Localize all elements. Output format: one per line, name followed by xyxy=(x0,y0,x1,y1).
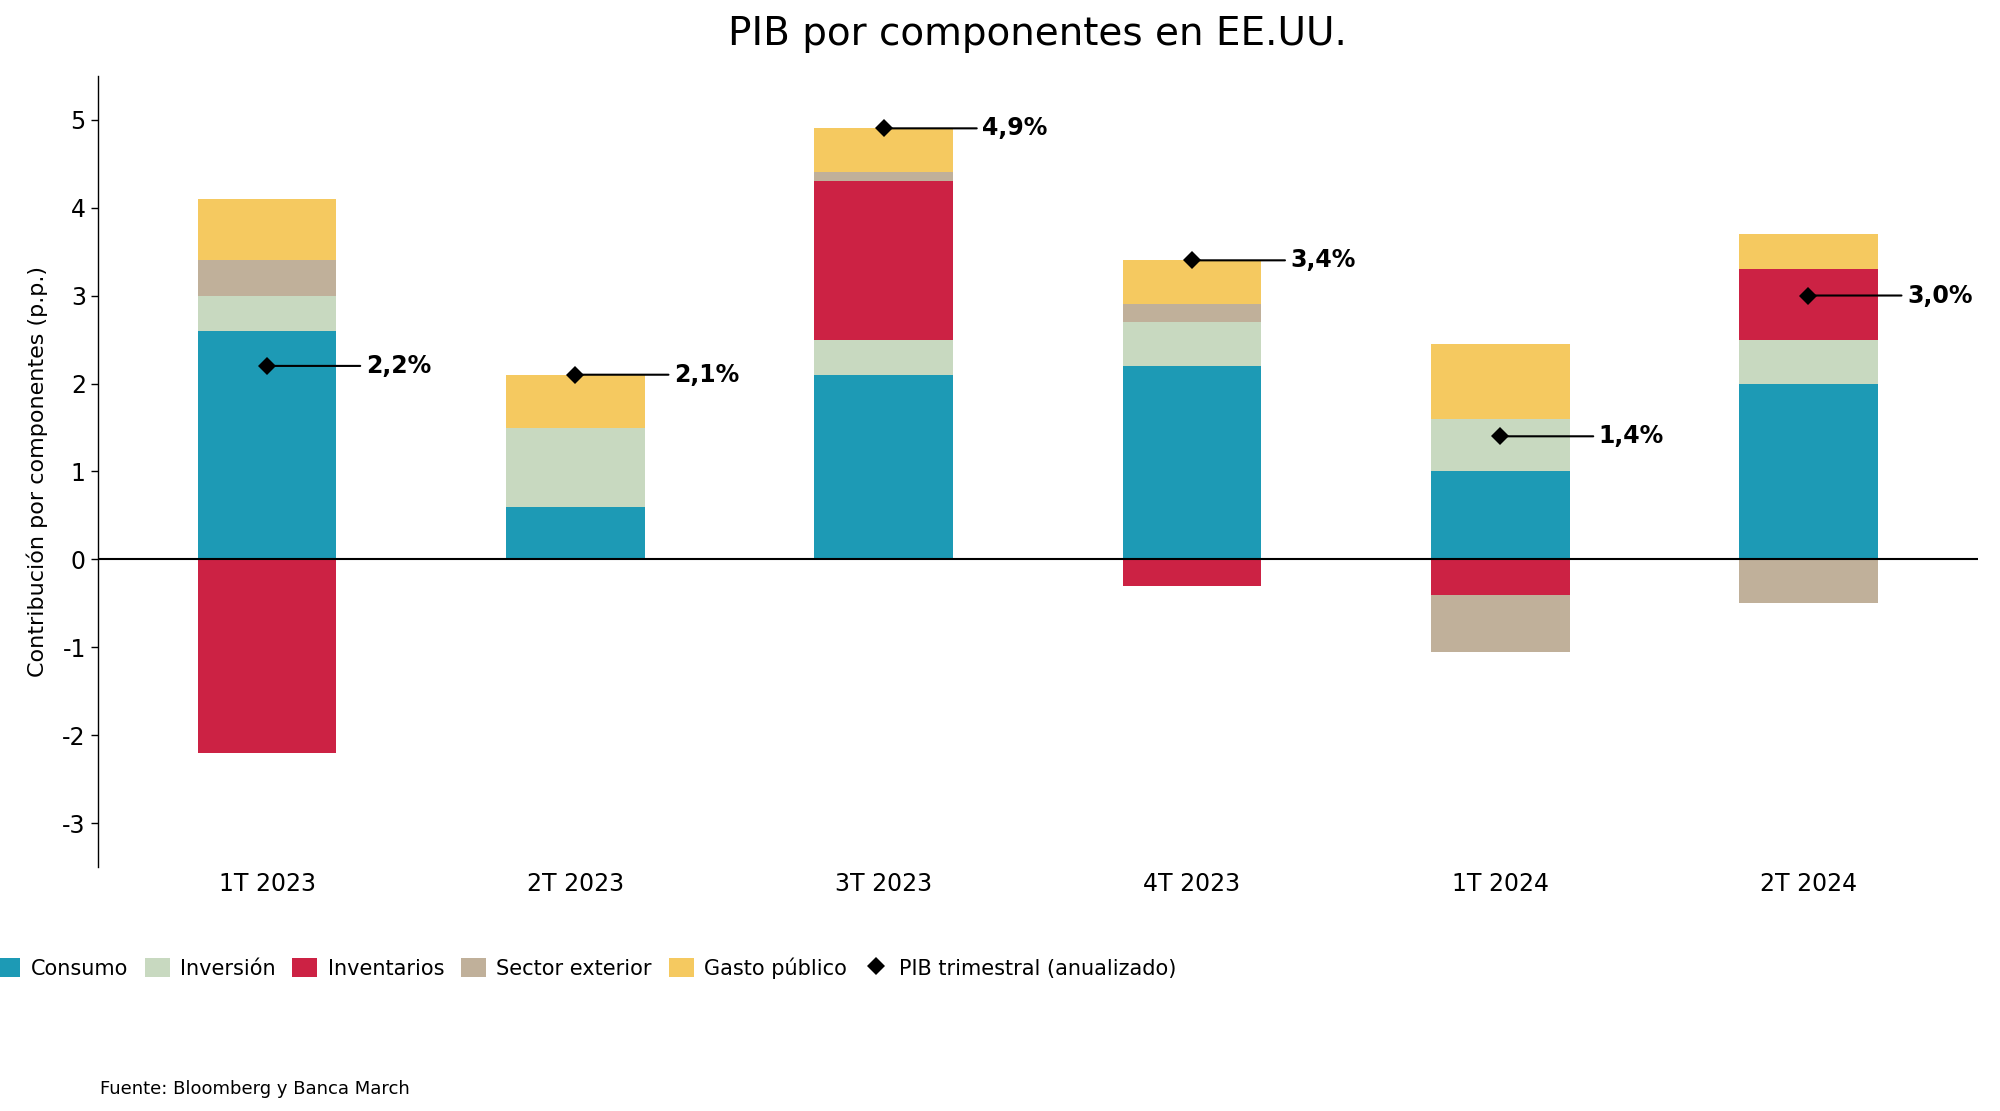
Legend: Consumo, Inversión, Inventarios, Sector exterior, Gasto público, PIB trimestral : Consumo, Inversión, Inventarios, Sector … xyxy=(0,957,1176,979)
Bar xyxy=(1740,340,1878,383)
Bar xyxy=(1430,419,1570,471)
Bar xyxy=(814,340,952,374)
Text: 1,4%: 1,4% xyxy=(1502,424,1664,449)
Text: 2,2%: 2,2% xyxy=(270,354,432,378)
Text: 3,4%: 3,4% xyxy=(1194,249,1356,272)
Bar xyxy=(506,507,644,560)
Bar xyxy=(1740,383,1878,560)
Bar xyxy=(1122,304,1262,322)
Bar xyxy=(1122,366,1262,560)
Bar xyxy=(198,296,336,331)
Bar xyxy=(198,260,336,296)
Text: 4,9%: 4,9% xyxy=(886,117,1048,140)
Bar xyxy=(814,172,952,181)
Y-axis label: Contribución por componentes (p.p.): Contribución por componentes (p.p.) xyxy=(26,266,48,677)
Bar xyxy=(506,374,644,428)
Bar xyxy=(198,560,336,753)
Bar xyxy=(1122,260,1262,304)
Bar xyxy=(198,199,336,260)
Bar xyxy=(1740,269,1878,340)
Bar xyxy=(1430,560,1570,594)
Bar xyxy=(1430,471,1570,560)
Bar xyxy=(1740,560,1878,603)
Bar xyxy=(1430,594,1570,652)
Bar xyxy=(1430,344,1570,419)
Bar xyxy=(814,374,952,560)
Bar xyxy=(814,129,952,172)
Bar xyxy=(198,331,336,560)
Bar xyxy=(1122,560,1262,585)
Text: 2,1%: 2,1% xyxy=(578,362,740,387)
Bar xyxy=(1740,234,1878,269)
Bar xyxy=(506,428,644,507)
Bar xyxy=(1122,322,1262,366)
Text: Fuente: Bloomberg y Banca March: Fuente: Bloomberg y Banca March xyxy=(100,1080,410,1098)
Bar xyxy=(814,181,952,340)
Text: 3,0%: 3,0% xyxy=(1812,283,1972,308)
Title: PIB por componentes en EE.UU.: PIB por componentes en EE.UU. xyxy=(728,16,1348,53)
